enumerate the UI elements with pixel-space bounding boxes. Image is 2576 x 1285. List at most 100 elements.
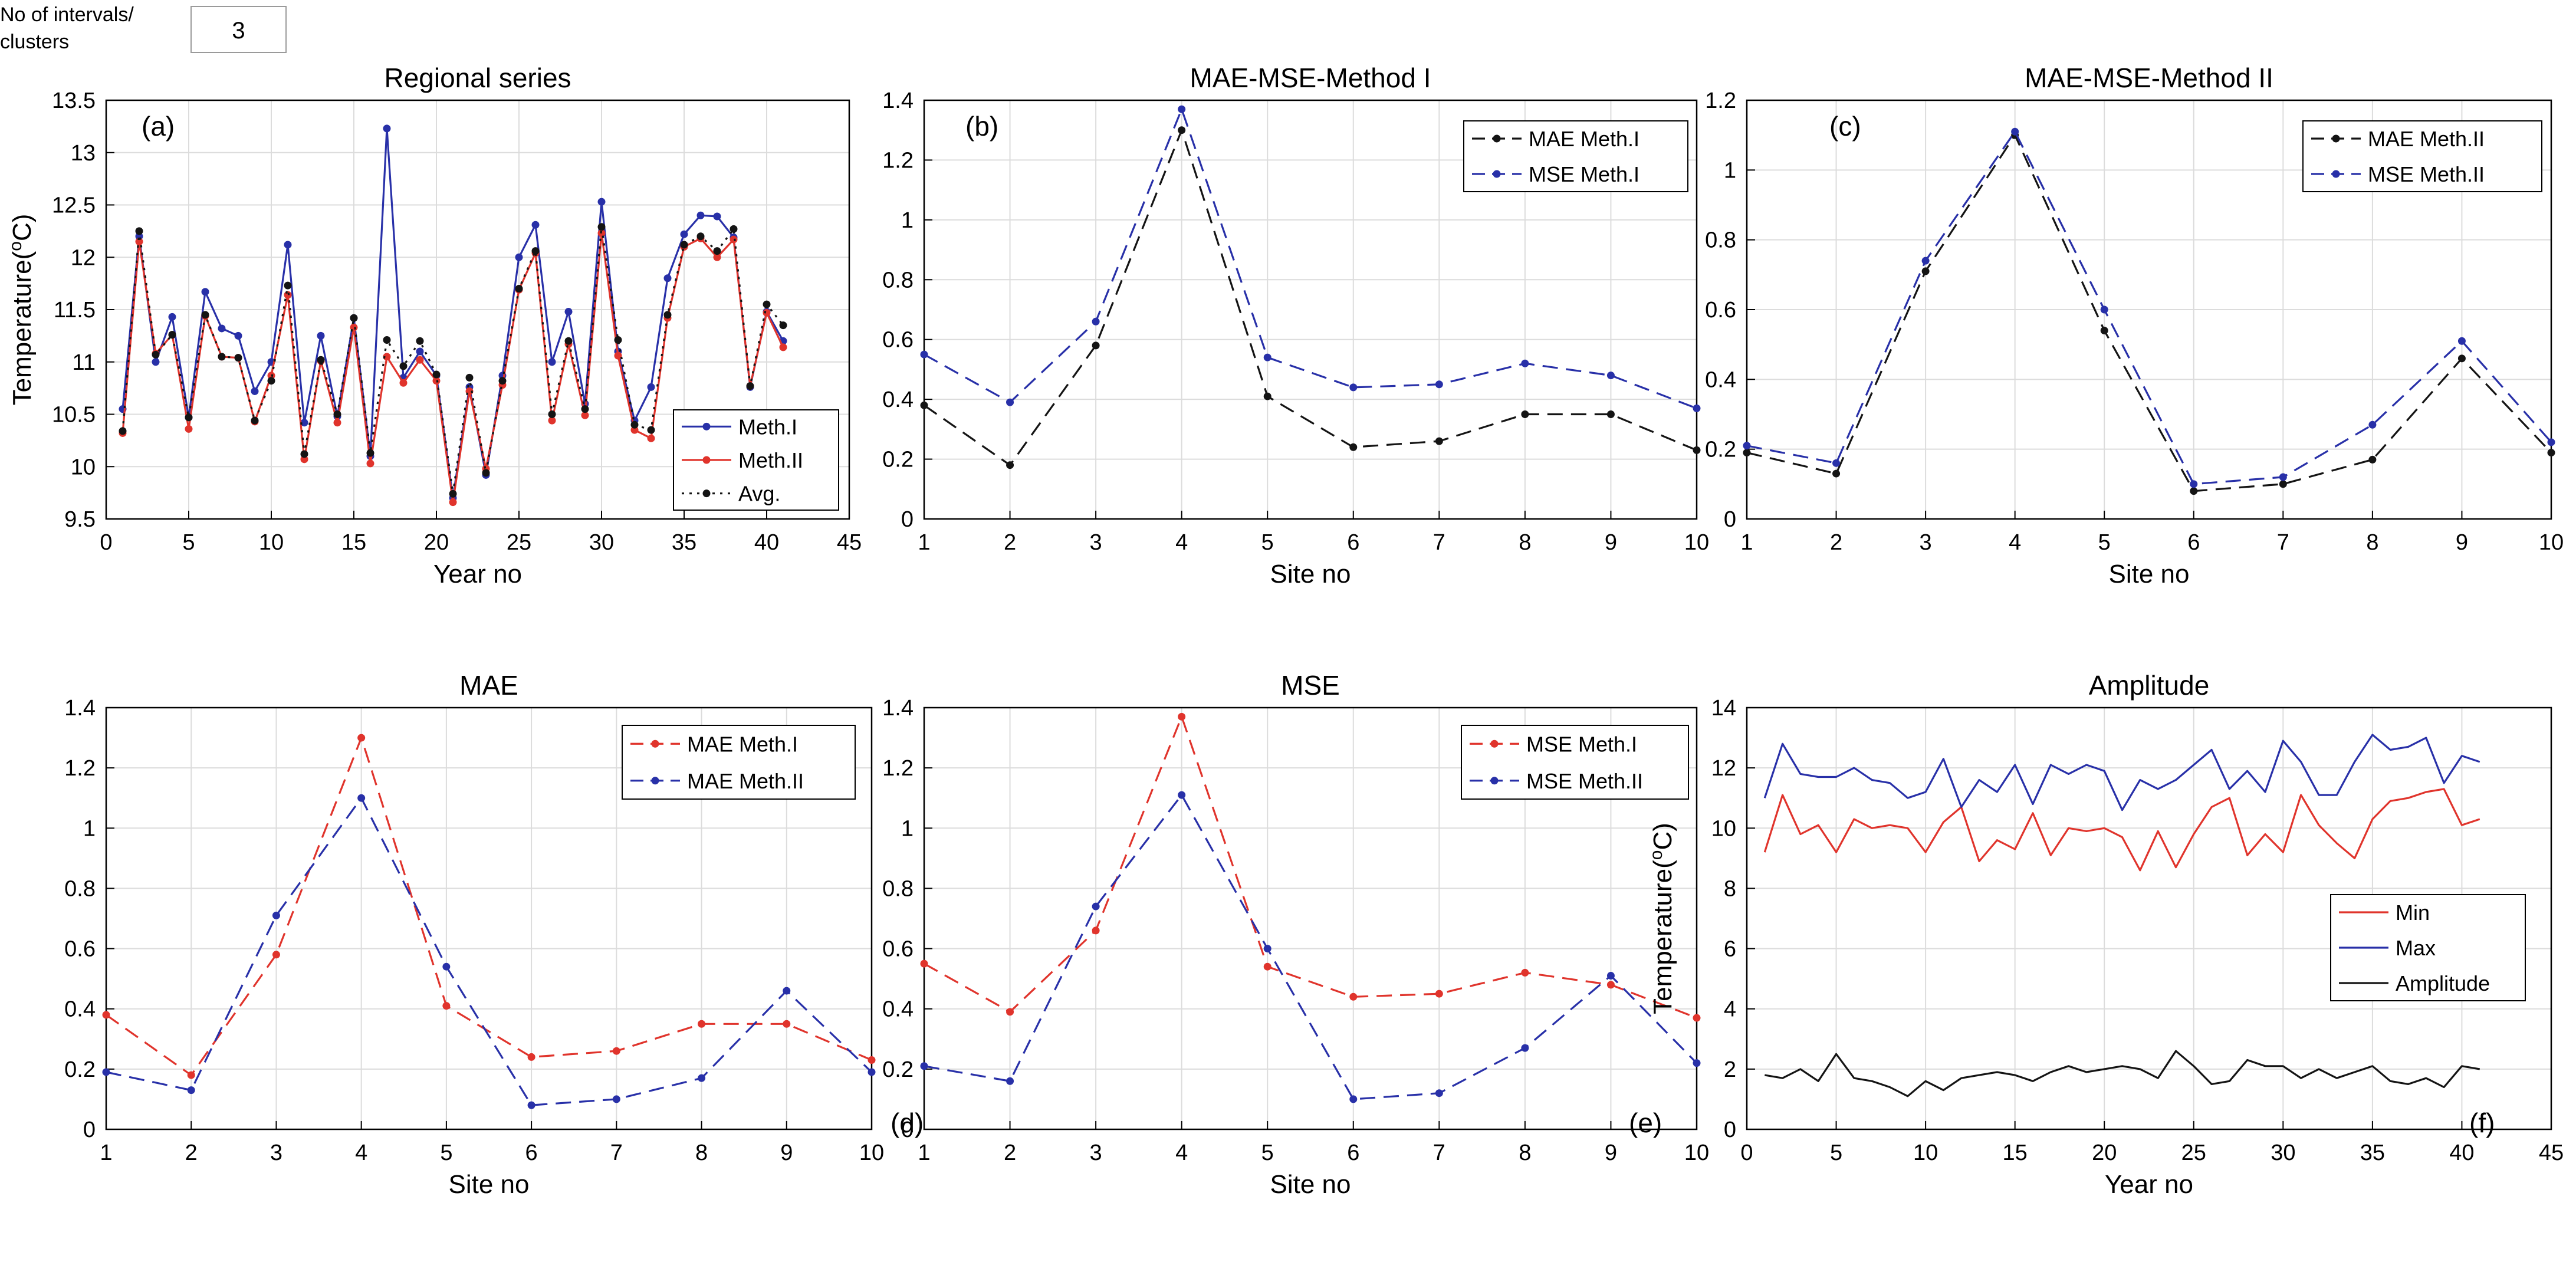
axes-box [923, 99, 1698, 520]
data-point [333, 410, 341, 418]
y-tick-label: 0.8 [882, 876, 914, 901]
data-point [333, 419, 341, 427]
y-tick-label: 0 [83, 1118, 96, 1142]
data-point [1921, 257, 1930, 265]
chart-title: MAE [459, 670, 518, 701]
x-tick-label: 8 [1519, 530, 1531, 555]
x-axis-label: Year no [433, 560, 522, 589]
x-tick-label: 2 [185, 1141, 198, 1165]
data-point [1606, 410, 1615, 418]
data-point [2279, 480, 2287, 488]
data-point [1092, 341, 1100, 350]
x-tick-label: 2 [1004, 530, 1016, 555]
data-point [663, 274, 672, 282]
intervals-input[interactable]: 3 [190, 6, 287, 53]
legend-marker [1490, 740, 1499, 748]
x-tick-label: 5 [1261, 530, 1274, 555]
chart-title: MSE [1281, 670, 1340, 701]
x-tick-label: 35 [672, 530, 696, 555]
data-point [152, 358, 160, 366]
data-point [1006, 1008, 1014, 1016]
data-point [663, 311, 672, 319]
data-point [284, 241, 292, 249]
y-tick-label: 0.8 [1705, 228, 1736, 253]
legend-label: MSE Meth.II [1526, 769, 1643, 793]
data-point [1832, 469, 1841, 478]
legend: MAE Meth.II MSE Meth.II [2302, 120, 2542, 192]
chart-title: MAE-MSE-Method II [2025, 63, 2273, 93]
data-point [251, 387, 259, 395]
data-point [1006, 398, 1014, 406]
data-point [1521, 359, 1529, 367]
series-line-amplitude [1765, 1050, 2480, 1097]
data-point [251, 416, 259, 425]
x-axis-label: Site no [1270, 560, 1351, 589]
data-point [783, 1020, 791, 1028]
data-point [1693, 446, 1701, 454]
data-point [350, 314, 358, 322]
data-point [1092, 926, 1100, 935]
data-point [187, 1071, 195, 1079]
data-point [317, 356, 325, 364]
data-point [284, 281, 292, 290]
legend-label: Avg. [738, 482, 780, 506]
y-tick-label: 1 [83, 816, 96, 841]
y-tick-label: 11.5 [54, 298, 96, 323]
legend-label: MSE Meth.I [1526, 732, 1637, 756]
y-tick-label: 6 [1724, 937, 1736, 962]
y-tick-label: 0.2 [64, 1057, 96, 1082]
x-tick-label: 5 [2098, 530, 2111, 555]
data-point [2368, 420, 2377, 429]
data-point [1178, 105, 1186, 113]
x-tick-label: 1 [918, 1141, 930, 1165]
legend-label: MAE Meth.I [1529, 127, 1639, 151]
chart-c: 1 2 3 4 5 6 7 8 9 10 0 0.2 0.4 0.6 0.8 1 1.2 MAE-MSE-Meth… [1705, 63, 2564, 589]
x-tick-label: 30 [2271, 1141, 2295, 1165]
data-point [1178, 712, 1186, 721]
data-point [1921, 267, 1930, 275]
y-tick-label: 10 [71, 455, 96, 479]
data-point [680, 230, 688, 238]
x-tick-label: 3 [1920, 530, 1932, 555]
legend-marker [702, 489, 711, 498]
data-point [1435, 380, 1443, 389]
x-tick-label: 5 [182, 530, 195, 555]
x-tick-label: 7 [610, 1141, 623, 1165]
data-point [1263, 962, 1271, 971]
data-point [612, 1047, 620, 1055]
legend-label: MAE Meth.II [2368, 127, 2485, 151]
data-point [449, 489, 457, 498]
data-point [1521, 968, 1529, 977]
x-tick-label: 15 [2003, 1141, 2028, 1165]
y-tick-label: 10 [1711, 816, 1736, 841]
data-point [746, 382, 754, 390]
x-tick-label: 15 [341, 530, 366, 555]
data-point [442, 962, 451, 971]
data-point [630, 420, 639, 429]
data-point [763, 300, 771, 308]
y-tick-label: 12 [1711, 756, 1736, 781]
data-point [548, 358, 556, 366]
y-tick-label: 0.6 [64, 937, 96, 962]
data-point [152, 350, 160, 359]
data-point [168, 313, 176, 321]
y-tick-label: 0.4 [64, 997, 96, 1022]
legend-marker [702, 422, 711, 430]
data-point [1349, 1095, 1358, 1103]
data-point [698, 1020, 706, 1028]
intervals-label: No of intervals/ clusters [0, 4, 134, 53]
y-axis-label: Temperature(oC) [6, 214, 37, 406]
data-point [102, 1011, 110, 1019]
chart-title: Regional series [384, 63, 571, 93]
y-tick-label: 0.8 [882, 268, 914, 293]
y-tick-label: 0 [901, 507, 914, 532]
chart-title: Amplitude [2089, 670, 2210, 701]
data-point [868, 1068, 876, 1076]
y-tick-label: 10.5 [52, 403, 96, 428]
legend-box [1461, 725, 1689, 800]
y-tick-label: 0.2 [882, 1057, 914, 1082]
data-point [612, 1095, 620, 1103]
data-point [2011, 127, 2019, 136]
y-tick-label: 0.8 [64, 876, 96, 901]
data-point [1832, 459, 1841, 467]
